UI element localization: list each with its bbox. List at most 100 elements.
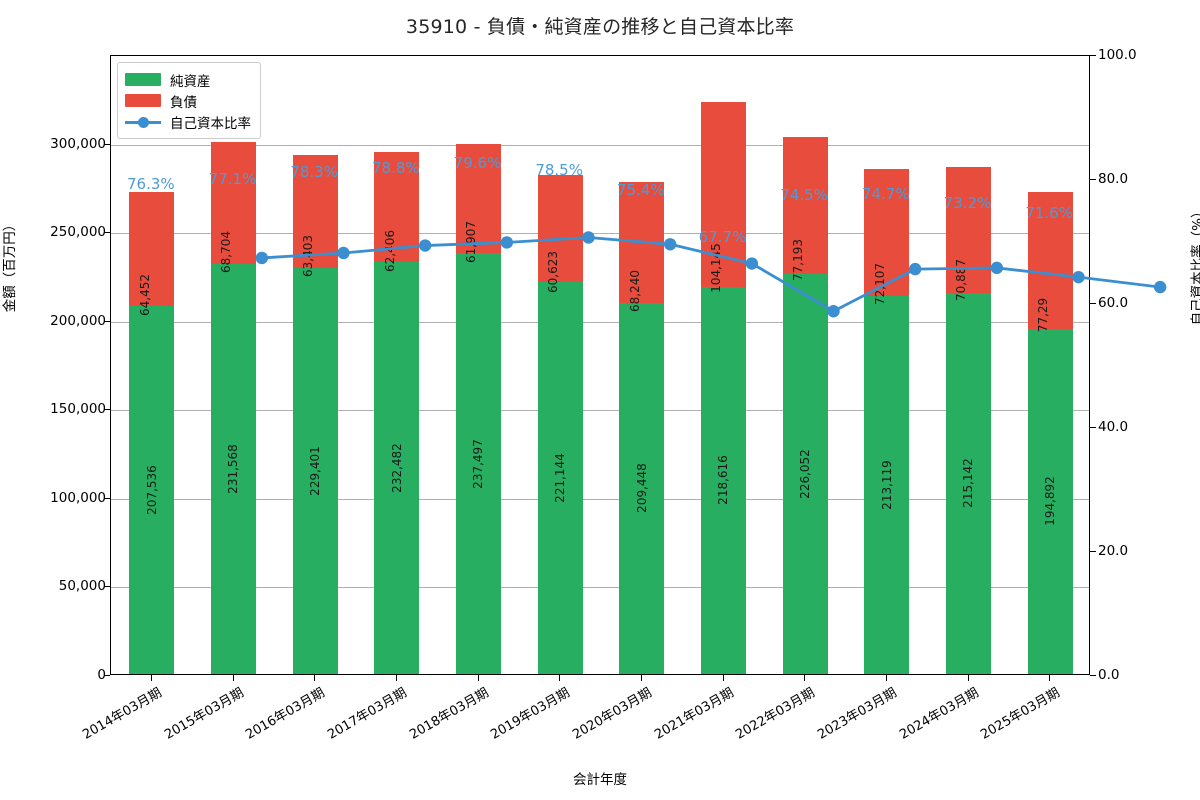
bar-group[interactable]: 213,119 72,107 [864,168,910,674]
bar-segment-equity[interactable]: 229,401 [292,267,338,674]
x-axis-tick-mark [722,675,724,681]
bar-segment-equity[interactable]: 215,142 [946,292,991,674]
ratio-marker[interactable] [582,231,595,244]
ratio-marker[interactable] [908,262,922,276]
bar-group[interactable]: 207,536 64,452 [129,192,175,674]
bar-segment-liabilities[interactable]: 61,907 [456,143,501,263]
bar-segment-equity[interactable]: 207,536 [129,306,175,674]
gridline [111,410,1089,412]
bar-segment-equity[interactable]: 218,616 [701,286,746,674]
legend-color-swatch [125,73,161,86]
y-axis-right-tick-mark [1090,427,1096,428]
y-axis-left-tick-label: 150,000 [50,401,106,418]
bar-segment-liabilities[interactable]: 77,193 [782,136,828,281]
ratio-marker[interactable] [255,251,269,265]
legend-label: 負債 [170,94,197,111]
y-axis-left-tick-label: 250,000 [50,224,106,241]
bar-segment-equity[interactable]: 213,119 [864,296,910,674]
y-axis-left-tick-mark [104,320,110,322]
bar-group[interactable]: 221,144 60,623 [537,174,583,674]
bar-segment-liabilities[interactable]: 68,704 [211,142,256,273]
y-axis-left-tick-mark [104,586,110,588]
bar-segment-liabilities[interactable]: 64,452 [129,192,175,316]
bar-segment-equity[interactable]: 194,892 [1027,328,1073,674]
ratio-value-label: 78.8% [372,159,420,178]
ratio-marker[interactable] [1072,270,1085,284]
x-axis-tick-mark [232,675,234,681]
bar-segment-liabilities[interactable]: 77,29 [1027,191,1073,332]
y-axis-left-tick-label: 50,000 [58,578,106,595]
y-axis-right-tick-mark [1090,551,1096,552]
ratio-marker[interactable] [827,305,840,318]
y-axis-right-tick-label: 0.0 [1098,667,1120,683]
ratio-marker[interactable] [500,236,514,249]
legend-line-marker-icon [125,115,161,129]
y-axis-right-tick-label: 100.0 [1098,47,1137,63]
x-axis-tick-mark [395,675,397,681]
bar-segment-liabilities[interactable]: 62,406 [374,151,420,272]
y-axis-right-tick-mark [1090,55,1096,56]
y-axis-left-tick-mark [104,232,110,234]
bar-value-label: 64,452 [137,273,152,316]
chart-legend: 純資産負債 自己資本比率 [117,62,261,139]
y-axis-left-tick-label: 0 [97,667,106,683]
ratio-marker[interactable] [990,261,1004,275]
gridline [111,321,1089,323]
bar-segment-liabilities[interactable]: 70,887 [946,167,991,301]
y-axis-left-tick-mark [104,409,110,411]
legend-item[interactable]: 純資産 [125,69,251,90]
bar-segment-equity[interactable]: 232,482 [374,262,420,674]
bar-group[interactable]: 226,052 77,193 [782,136,828,674]
y-axis-left-tick-label: 300,000 [50,135,106,152]
bar-group[interactable]: 218,616 104,145 [701,102,746,674]
bar-group[interactable]: 194,892 77,29 [1027,191,1073,674]
legend-item[interactable]: 負債 [125,90,251,111]
ratio-marker[interactable] [745,257,759,270]
bar-group[interactable]: 232,482 62,406 [374,151,420,674]
bar-segment-equity[interactable]: 226,052 [782,273,828,674]
ratio-value-label: 73.2% [943,194,992,213]
y-axis-left-tick-label: 100,000 [50,489,106,506]
ratio-line-series [255,231,1167,318]
y-axis-right-tick-mark [1090,303,1096,304]
x-axis-tick-mark [640,675,642,681]
x-axis-label: 会計年度 [573,772,627,788]
legend-color-swatch [125,94,161,107]
ratio-value-label: 78.5% [535,161,583,180]
bar-group[interactable]: 215,142 70,887 [946,167,991,674]
ratio-value-label: 79.6% [453,154,502,173]
gridline [111,233,1089,235]
x-axis-tick-mark [477,675,479,681]
bar-group[interactable]: 237,497 61,907 [456,143,501,674]
bar-segment-equity[interactable]: 237,497 [456,253,501,674]
ratio-value-label: 67.7% [698,228,747,247]
bar-group[interactable]: 209,448 68,240 [619,182,665,674]
y-axis-right-tick-mark [1090,179,1096,180]
x-axis-tick-label: 2014年03月期 [80,685,165,743]
ratio-marker[interactable] [663,238,677,251]
legend-label: 純資産 [170,73,211,90]
bar-segment-liabilities[interactable]: 63,403 [292,155,338,277]
ratio-value-label: 74.7% [862,184,910,203]
legend-item[interactable]: 自己資本比率 [125,111,251,132]
ratio-marker[interactable] [1153,280,1167,294]
y-axis-right-tick-label: 20.0 [1098,543,1129,559]
ratio-marker[interactable] [337,246,350,260]
ratio-value-label: 74.5% [780,186,828,205]
x-axis-tick-mark [1049,675,1051,681]
gridline [111,587,1089,589]
bar-group[interactable]: 231,568 68,704 [211,142,256,674]
bar-segment-liabilities[interactable]: 60,623 [537,174,583,293]
ratio-value-label: 71.6% [1025,204,1073,223]
bar-segment-equity[interactable]: 221,144 [537,282,583,674]
ratio-marker[interactable] [418,239,432,252]
y-axis-right-tick-label: 60.0 [1098,295,1129,311]
x-axis-tick-mark [804,675,806,681]
bar-segment-equity[interactable]: 231,568 [211,263,256,674]
bar-group[interactable]: 229,401 63,403 [292,155,338,674]
bar-segment-equity[interactable]: 209,448 [619,302,665,674]
gridlines [111,56,1089,674]
x-axis-tick-mark [314,675,316,681]
y-axis-left-tick-mark [104,143,110,145]
